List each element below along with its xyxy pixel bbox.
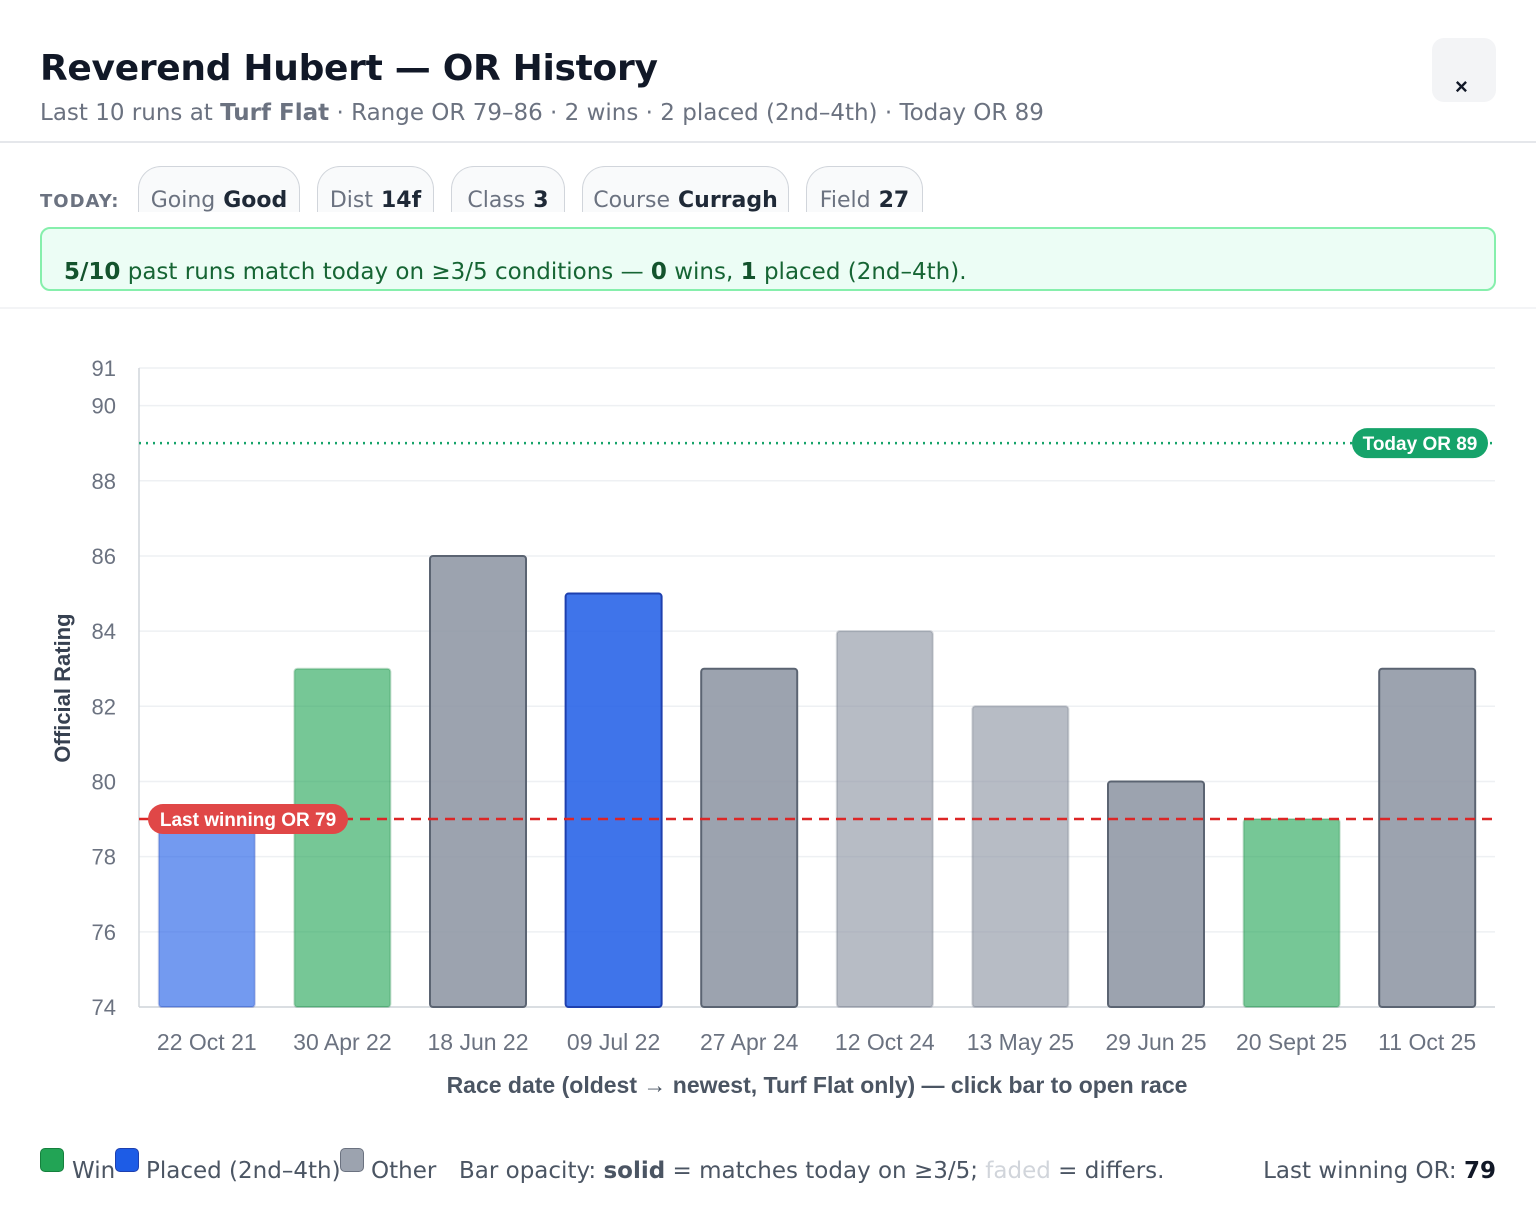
y-tick-label: 82 <box>92 694 116 719</box>
chip-course: Course Curragh <box>582 166 789 213</box>
legend-win-label: Win <box>72 1158 116 1184</box>
y-tick-label: 88 <box>92 469 116 494</box>
chip-going-value: Good <box>223 188 288 213</box>
match-placed: 1 <box>740 259 757 285</box>
subtitle-prefix: Last 10 runs at <box>40 100 221 126</box>
y-tick-label: 74 <box>92 995 116 1020</box>
x-tick-label: 12 Oct 24 <box>835 1029 935 1055</box>
x-tick-label: 22 Oct 21 <box>157 1029 257 1055</box>
last-winning-or-badge <box>148 804 348 835</box>
y-tick-label: 78 <box>92 845 116 870</box>
y-tick-label: 86 <box>92 544 116 569</box>
y-tick-label: 90 <box>92 394 116 419</box>
y-tick-label: 80 <box>92 769 116 794</box>
note-mid: = matches today on ≥3/5; <box>665 1158 986 1184</box>
or-history-chart: 74 76 78 80 82 84 86 88 90 91 22 Oct 21 30 Apr 22 18… <box>50 356 1495 1098</box>
x-tick-label: 29 Jun 25 <box>1105 1029 1206 1055</box>
x-tick-label: 11 Oct 25 <box>1378 1029 1476 1055</box>
x-tick-label: 30 Apr 22 <box>293 1029 391 1055</box>
last-win-value: 79 <box>1463 1158 1496 1184</box>
bar-20-sept-25[interactable] <box>1242 818 1341 1009</box>
match-text-3: placed (2nd–4th). <box>756 259 967 285</box>
chip-dist-value: 14f <box>380 188 422 213</box>
bar-09-jul-22[interactable] <box>564 592 663 1008</box>
y-tick-label: 91 <box>92 356 116 381</box>
chip-course-key: Course <box>593 188 671 213</box>
match-ratio: 5/10 <box>64 259 121 285</box>
note-faded: faded <box>985 1158 1051 1184</box>
chip-course-value: Curragh <box>678 188 778 213</box>
page-title: Reverend Hubert — OR History <box>40 48 658 89</box>
match-summary: 5/10 past runs match today on ≥3/5 condi… <box>40 227 1496 291</box>
legend-opacity-note: Bar opacity: solid = matches today on ≥3… <box>459 1158 1164 1184</box>
chip-dist: Dist 14f <box>317 166 434 213</box>
legend-placed-swatch <box>115 1148 139 1172</box>
legend-other-label: Other <box>371 1158 437 1184</box>
note-end: = differs. <box>1050 1158 1165 1184</box>
x-axis-title: Race date (oldest → newest, Turf Flat on… <box>447 1072 1188 1098</box>
bar-30-apr-22[interactable] <box>293 667 392 1008</box>
x-tick-label: 13 May 25 <box>967 1029 1074 1055</box>
note-solid: solid <box>603 1158 666 1184</box>
bar-12-oct-24[interactable] <box>835 630 934 1008</box>
bar-13-may-25[interactable] <box>971 705 1070 1008</box>
today-or-badge <box>1352 428 1488 459</box>
section-divider <box>0 307 1536 309</box>
chip-class-key: Class <box>467 188 526 213</box>
chip-going-key: Going <box>150 188 216 213</box>
legend-placed-label: Placed (2nd–4th) <box>146 1158 341 1184</box>
x-tick-label: 27 Apr 24 <box>700 1029 799 1055</box>
last-winning-or: Last winning OR: 79 <box>1263 1158 1496 1184</box>
chip-field-key: Field <box>819 188 871 213</box>
chip-class: Class 3 <box>451 166 565 213</box>
match-text-2: wins, <box>666 259 741 285</box>
bar-27-apr-24[interactable] <box>700 667 799 1008</box>
last-win-label: Last winning OR: <box>1263 1158 1464 1184</box>
today-label: TODAY: <box>40 191 120 212</box>
subtitle-rest: · Range OR 79–86 · 2 wins · 2 placed (2n… <box>329 100 1044 126</box>
chip-class-value: 3 <box>533 188 549 213</box>
close-button[interactable]: × <box>1432 38 1496 102</box>
y-axis-title: Official Rating <box>50 613 75 762</box>
note-prefix: Bar opacity: <box>459 1158 604 1184</box>
subtitle-surface: Turf Flat <box>220 100 330 126</box>
legend: Win Placed (2nd–4th) Other Bar opacity: … <box>40 1146 1496 1186</box>
bar-11-oct-25[interactable] <box>1378 667 1477 1008</box>
chip-going: Going Good <box>138 166 300 213</box>
chip-field: Field 27 <box>806 166 923 213</box>
x-tick-label: 18 Jun 22 <box>427 1029 528 1055</box>
y-tick-label: 84 <box>92 619 116 644</box>
legend-other-swatch <box>340 1148 364 1172</box>
header: Reverend Hubert — OR History Last 10 run… <box>0 0 1536 143</box>
x-tick-label: 20 Sept 25 <box>1236 1029 1347 1055</box>
match-text-1: past runs match today on ≥3/5 conditions… <box>120 259 651 285</box>
chip-dist-key: Dist <box>329 188 373 213</box>
bar-29-jun-25[interactable] <box>1107 780 1205 1008</box>
y-tick-label: 76 <box>92 920 116 945</box>
close-icon: × <box>1455 74 1468 99</box>
x-tick-label: 09 Jul 22 <box>567 1029 660 1055</box>
last-winning-or-badge-label: Last winning OR 79 <box>160 810 336 831</box>
page-subtitle: Last 10 runs at Turf Flat · Range OR 79–… <box>40 100 1044 126</box>
bar-18-jun-22[interactable] <box>429 554 527 1009</box>
bar-22-oct-21[interactable] <box>157 818 256 1009</box>
match-wins: 0 <box>650 259 667 285</box>
today-or-badge-label: Today OR 89 <box>1363 434 1478 455</box>
chip-field-value: 27 <box>878 188 910 213</box>
legend-win-swatch <box>40 1148 64 1172</box>
